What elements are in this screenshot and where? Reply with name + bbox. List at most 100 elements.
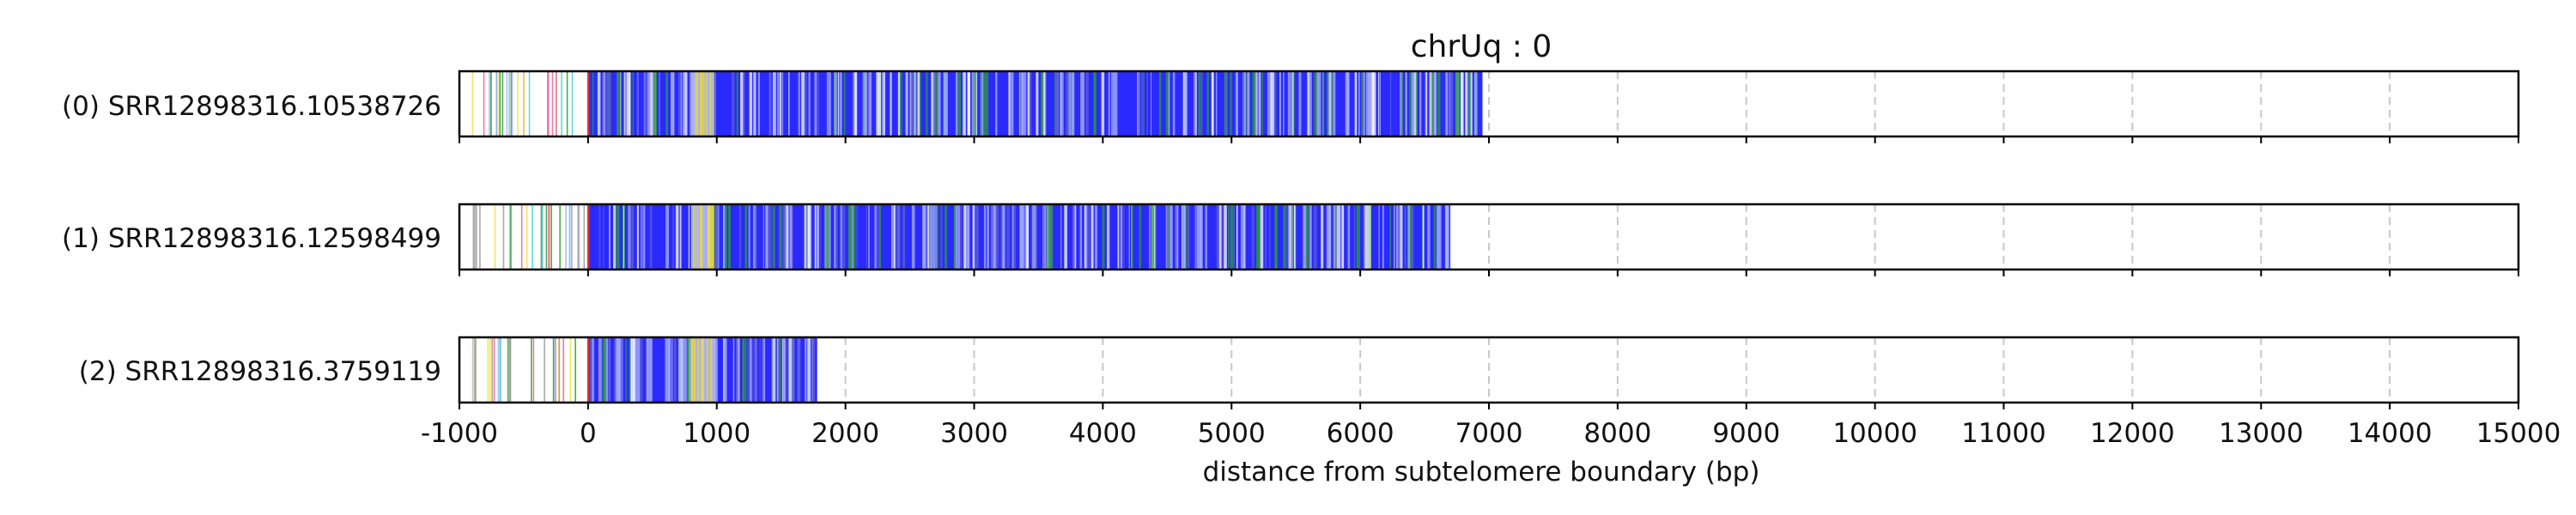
repeat-band [814,71,817,136]
repeat-band [804,204,807,270]
repeat-band [890,71,892,136]
variant-mark [548,204,550,270]
repeat-band [659,71,660,136]
repeat-band [971,71,975,136]
repeat-band [592,71,594,136]
repeat-band [629,204,633,270]
repeat-band [744,337,747,403]
repeat-band [1379,71,1382,136]
repeat-band [783,204,787,270]
repeat-band [1143,71,1145,136]
repeat-band [1048,204,1052,270]
repeat-band [678,337,681,403]
repeat-band [1205,204,1207,270]
repeat-band [789,204,793,270]
repeat-band [1413,71,1417,136]
repeat-band [686,337,689,403]
repeat-band [671,71,675,136]
repeat-band [1158,71,1162,136]
repeat-band [841,204,846,270]
repeat-band [633,337,636,403]
repeat-band [1400,71,1403,136]
repeat-band [613,337,617,403]
repeat-band [773,337,775,403]
repeat-band [1425,71,1428,136]
variant-mark [502,204,505,270]
repeat-band [1043,71,1047,136]
repeat-band [630,337,635,403]
repeat-band [1167,204,1170,270]
repeat-band [1361,71,1364,136]
repeat-band [972,204,975,270]
repeat-band [1433,204,1437,270]
repeat-band [1422,204,1425,270]
repeat-band [781,71,784,136]
repeat-band [983,204,987,270]
repeat-band [607,71,610,136]
repeat-band [777,337,780,403]
repeat-band [841,71,842,136]
repeat-band [1404,204,1406,270]
repeat-band [1322,71,1325,136]
repeat-band [1333,71,1336,136]
repeat-band [754,337,757,403]
variant-mark [523,71,525,136]
repeat-band [1091,204,1094,270]
repeat-band [1112,71,1116,136]
repeat-band [1326,204,1330,270]
repeat-band [1474,71,1478,136]
x-tick-label: 3000 [940,418,1008,449]
repeat-band [1064,204,1067,270]
repeat-band [602,71,604,136]
repeat-band [646,337,647,403]
repeat-band [1270,71,1273,136]
repeat-band [1257,71,1261,136]
variant-mark [499,337,501,403]
repeat-band [1073,204,1075,270]
repeat-band [704,71,707,136]
repeat-band [689,337,692,403]
repeat-band [771,337,773,403]
repeat-band [762,204,764,270]
repeat-band [1200,71,1203,136]
repeat-band [817,204,819,270]
repeat-band [1314,204,1317,270]
repeat-band [620,71,622,136]
repeat-band [665,337,668,403]
repeat-band [829,204,831,270]
x-tick-label: 15000 [2476,418,2561,449]
repeat-band [1138,71,1140,136]
repeat-band [1170,204,1173,270]
variant-mark [558,337,561,403]
repeat-band [927,204,930,270]
repeat-band [598,71,601,136]
variant-mark [510,204,512,270]
repeat-band [1071,71,1075,136]
repeat-band [736,71,738,136]
repeat-band [1196,204,1200,270]
repeat-band [1365,71,1370,136]
repeat-band [1438,204,1442,270]
repeat-band [1400,204,1403,270]
repeat-band [1045,204,1049,270]
repeat-band [1394,204,1395,270]
repeat-band [1195,204,1198,270]
repeat-band [632,204,635,270]
repeat-band [864,71,866,136]
repeat-band [1107,204,1110,270]
repeat-band [828,71,831,136]
variant-mark [551,71,554,136]
repeat-band [1258,204,1261,270]
repeat-band [1119,204,1122,270]
repeat-band [1031,204,1036,270]
repeat-band [677,204,682,270]
x-tick-label: 10000 [1832,418,1917,449]
variant-mark [552,337,555,403]
repeat-band [635,337,639,403]
repeat-band [1028,71,1032,136]
repeat-band [632,71,634,136]
repeat-band [1067,71,1072,136]
repeat-band [1283,71,1285,136]
variant-mark [508,337,511,403]
